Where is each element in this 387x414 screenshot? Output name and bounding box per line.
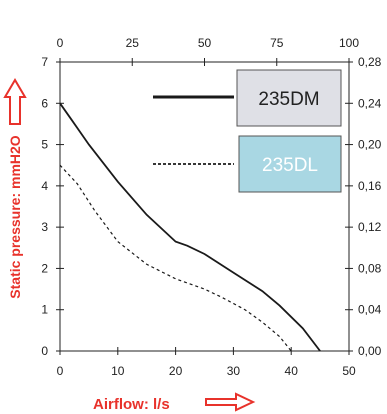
y-tick-label: 0 [41, 344, 48, 358]
legend-label-235dm: 235DM [258, 89, 319, 110]
y-tick-label: 6 [41, 96, 48, 110]
x-tick-label: 50 [342, 364, 356, 378]
y-tick-label: 5 [41, 138, 48, 152]
x-tick-label: 30 [227, 364, 241, 378]
y-tick-label: 2 [41, 261, 48, 275]
legend-box-235dm [236, 69, 342, 127]
x-tick-label: 10 [111, 364, 125, 378]
right-tick-label: 0,04 [358, 303, 382, 317]
y-tick-label: 7 [41, 55, 48, 69]
series-line-235dm [59, 102, 321, 352]
x-tick-label: 40 [285, 364, 299, 378]
top-tick-label: 75 [270, 36, 284, 50]
y-tick-label: 1 [41, 303, 48, 317]
top-tick-label: 50 [198, 36, 212, 50]
right-tick-label: 0,16 [358, 179, 382, 193]
top-tick-label: 0 [57, 36, 64, 50]
right-tick-label: 0,12 [358, 220, 382, 234]
right-tick-label: 0,00 [358, 344, 382, 358]
x-axis-title: Airflow: l/s [93, 396, 170, 413]
series-lines [59, 102, 321, 352]
x-tick-label: 20 [169, 364, 183, 378]
tick-labels: 0 10 20 30 40 50 0 25 50 75 100 0 1 2 3 4 5 6 7 0,00 0,04 0,0… [41, 36, 381, 378]
top-tick-label: 25 [126, 36, 140, 50]
top-tick-label: 100 [339, 36, 359, 50]
x-tick-label: 0 [57, 364, 64, 378]
y-axis-title: Static pressure: mmH2O [7, 135, 23, 299]
y-axis-arrow-icon [3, 78, 27, 125]
right-tick-label: 0,28 [358, 55, 382, 69]
legend-label-235dl: 235DL [262, 155, 318, 176]
x-axis-arrow-icon [205, 392, 256, 412]
right-tick-label: 0,20 [358, 138, 382, 152]
axes [56, 58, 353, 355]
series-line-235dl [59, 164, 292, 352]
y-tick-label: 3 [41, 220, 48, 234]
right-tick-label: 0,24 [358, 96, 382, 110]
legend: 235DM 235DL [153, 69, 342, 193]
legend-box-235dl [238, 135, 342, 193]
y-tick-label: 4 [41, 179, 48, 193]
right-tick-label: 0,08 [358, 261, 382, 275]
